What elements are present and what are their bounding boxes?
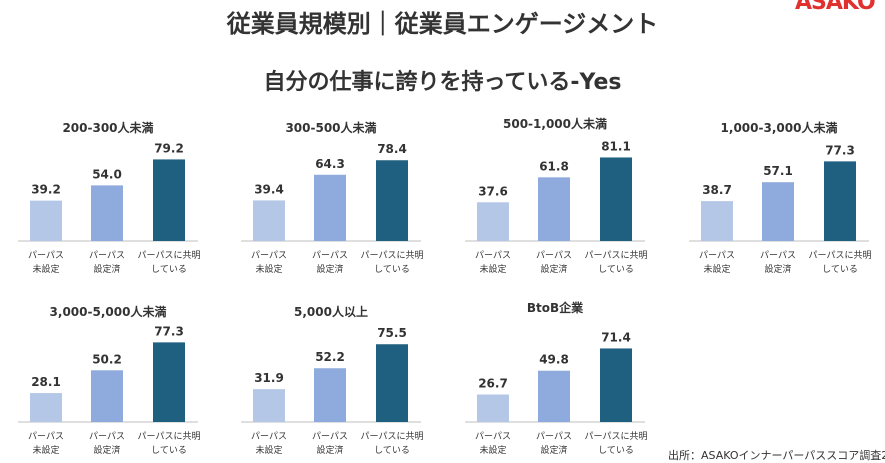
category-label: パーパス (89, 250, 125, 261)
category-label: パーパスに共明 (361, 250, 424, 261)
bar (762, 182, 794, 241)
category-label: パーパス (760, 250, 796, 261)
bar (701, 201, 733, 241)
category-label: パーパス (312, 250, 348, 261)
data-label: 57.1 (763, 164, 793, 178)
category-label: している (598, 264, 634, 275)
category-label: パーパス (536, 250, 572, 261)
data-label: 79.2 (154, 141, 184, 155)
bar (477, 202, 509, 241)
category-label: 未設定 (255, 444, 282, 456)
data-label: 71.4 (601, 330, 631, 344)
chart-title: 5,000人以上 (294, 304, 368, 319)
category-label: 設定済 (316, 263, 343, 275)
page-title: 従業員規模別｜従業員エンゲージメント (226, 10, 659, 38)
bar (824, 161, 856, 241)
bar (376, 160, 408, 241)
category-label: 未設定 (479, 263, 506, 275)
category-label: パーパスに共明 (361, 431, 424, 442)
category-label: している (374, 445, 410, 456)
category-label: パーパス (475, 431, 511, 442)
category-label: パーパス (536, 431, 572, 442)
category-label: 設定済 (540, 444, 567, 456)
data-label: 78.4 (377, 142, 407, 156)
category-label: 未設定 (255, 263, 282, 275)
bar (30, 393, 62, 422)
chart-title: 200-300人未満 (62, 120, 153, 135)
category-label: している (151, 445, 187, 456)
data-label: 75.5 (377, 326, 407, 340)
data-label: 38.7 (702, 183, 732, 197)
category-label: している (151, 264, 187, 275)
data-label: 49.8 (539, 353, 569, 367)
chart-title: BtoB企業 (527, 300, 584, 315)
category-label: パーパス (28, 431, 64, 442)
data-label: 28.1 (31, 375, 61, 389)
bar (600, 157, 632, 241)
bar (253, 200, 285, 241)
data-label: 64.3 (315, 157, 345, 171)
source-note: 出所：ASAKOインナーパーパススコア調査2025 (668, 449, 885, 462)
bar (477, 394, 509, 422)
category-label: パーパスに共明 (138, 250, 201, 261)
chart-subtitle: 自分の仕事に誇りを持っている-Yes (263, 70, 622, 95)
category-label: パーパス (251, 250, 287, 261)
category-label: 設定済 (93, 263, 120, 275)
bar (600, 348, 632, 422)
data-label: 77.3 (825, 143, 855, 157)
category-label: 設定済 (93, 444, 120, 456)
bar (376, 344, 408, 422)
category-label: している (822, 264, 858, 275)
data-label: 39.2 (31, 183, 61, 197)
category-label: パーパス (699, 250, 735, 261)
category-label: 未設定 (479, 444, 506, 456)
data-label: 39.4 (254, 182, 284, 196)
data-label: 54.0 (92, 167, 122, 181)
category-label: パーパス (475, 250, 511, 261)
bar (538, 370, 570, 422)
data-label: 61.8 (539, 159, 569, 173)
bar (314, 174, 346, 241)
category-label: 未設定 (32, 263, 59, 275)
category-label: パーパス (89, 431, 125, 442)
category-label: パーパス (28, 250, 64, 261)
category-label: パーパスに共明 (138, 431, 201, 442)
category-label: 設定済 (316, 444, 343, 456)
bar (538, 177, 570, 241)
bar (153, 342, 185, 422)
chart-title: 1,000-3,000人未満 (721, 120, 838, 135)
category-label: パーパスに共明 (585, 431, 648, 442)
data-label: 81.1 (601, 139, 631, 153)
bar (91, 185, 123, 241)
data-label: 31.9 (254, 371, 284, 385)
category-label: 設定済 (764, 263, 791, 275)
category-label: パーパスに共明 (809, 250, 872, 261)
data-label: 52.2 (315, 350, 345, 364)
chart-title: 500-1,000人未満 (503, 116, 607, 131)
chart-title: 300-500人未満 (285, 120, 376, 135)
asako-logo: ASAKO (795, 0, 876, 15)
data-label: 37.6 (478, 184, 508, 198)
category-label: 設定済 (540, 263, 567, 275)
bar (314, 368, 346, 422)
bar (253, 389, 285, 422)
category-label: 未設定 (703, 263, 730, 275)
category-label: パーパスに共明 (585, 250, 648, 261)
bar (30, 200, 62, 241)
category-label: パーパス (312, 431, 348, 442)
data-label: 26.7 (478, 376, 508, 390)
bar (153, 159, 185, 241)
chart-title: 3,000-5,000人未満 (50, 304, 167, 319)
bar (91, 370, 123, 422)
data-label: 77.3 (154, 324, 184, 338)
category-label: している (598, 445, 634, 456)
category-label: パーパス (251, 431, 287, 442)
category-label: している (374, 264, 410, 275)
data-label: 50.2 (92, 352, 122, 366)
category-label: 未設定 (32, 444, 59, 456)
